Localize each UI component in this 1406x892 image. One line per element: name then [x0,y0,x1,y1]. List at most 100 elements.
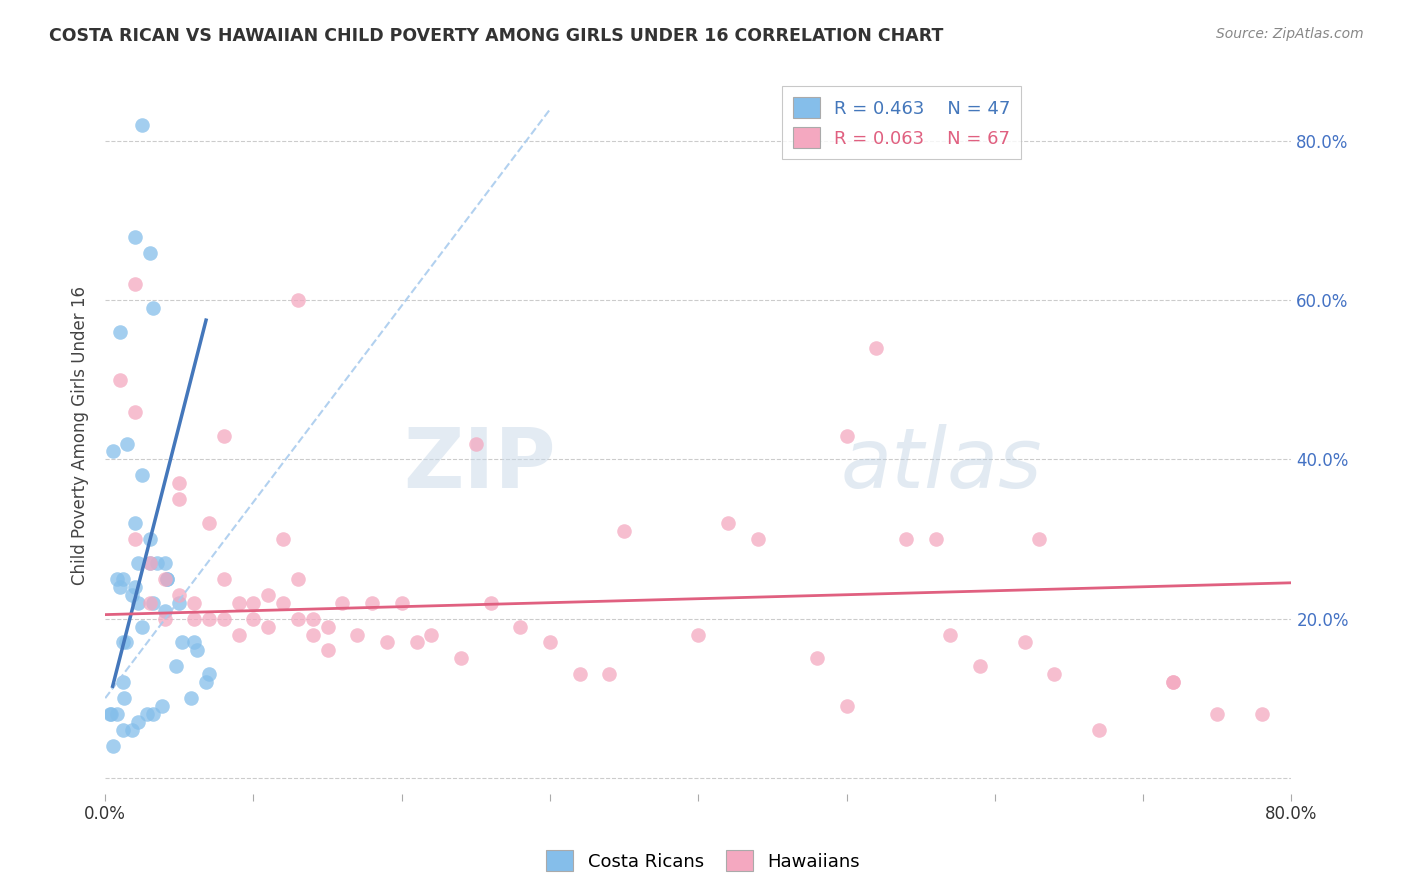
Point [124,516,146,530]
Point [142,596,165,610]
Point [939,627,962,641]
Point [105,707,128,722]
Point [613,524,636,538]
Point [301,611,323,625]
Point [183,635,205,649]
Point [212,428,235,442]
Point [301,627,323,641]
Point [114,691,136,706]
Point [183,596,205,610]
Point [198,516,221,530]
Point [153,611,176,625]
Point [135,707,157,722]
Point [598,667,620,681]
Point [198,611,221,625]
Point [420,627,443,641]
Point [924,532,946,546]
Point [153,604,176,618]
Point [228,627,250,641]
Point [111,572,134,586]
Text: ZIP: ZIP [404,424,555,505]
Point [183,611,205,625]
Point [835,699,858,714]
Point [117,436,139,450]
Point [479,596,502,610]
Point [835,428,858,442]
Point [131,118,153,132]
Point [969,659,991,673]
Point [124,580,146,594]
Point [165,659,187,673]
Point [153,556,176,570]
Point [688,627,710,641]
Point [121,723,143,737]
Point [450,651,472,665]
Point [257,619,280,633]
Point [124,532,146,546]
Point [108,580,131,594]
Point [138,556,160,570]
Point [108,325,131,339]
Point [142,707,165,722]
Point [316,619,339,633]
Point [150,699,173,714]
Point [115,635,138,649]
Point [287,611,309,625]
Point [124,277,146,292]
Point [131,619,153,633]
Point [111,723,134,737]
Point [361,596,384,610]
Point [127,556,149,570]
Point [131,468,153,483]
Point [1206,707,1229,722]
Point [212,611,235,625]
Point [172,635,194,649]
Point [195,675,218,690]
Point [111,635,134,649]
Point [242,596,264,610]
Point [169,492,191,507]
Point [346,627,368,641]
Point [1087,723,1109,737]
Point [105,572,128,586]
Point [127,714,149,729]
Point [127,596,149,610]
Point [124,405,146,419]
Point [257,588,280,602]
Text: COSTA RICAN VS HAWAIIAN CHILD POVERTY AMONG GIRLS UNDER 16 CORRELATION CHART: COSTA RICAN VS HAWAIIAN CHILD POVERTY AM… [49,27,943,45]
Point [169,596,191,610]
Point [198,667,221,681]
Point [287,293,309,308]
Point [242,611,264,625]
Point [391,596,413,610]
Legend: Costa Ricans, Hawaiians: Costa Ricans, Hawaiians [538,843,868,879]
Point [865,341,887,355]
Point [1014,635,1036,649]
Point [538,635,561,649]
Point [747,532,769,546]
Point [100,707,122,722]
Point [111,675,134,690]
Point [101,444,124,458]
Point [375,635,398,649]
Point [1161,675,1184,690]
Point [717,516,740,530]
Point [138,596,160,610]
Point [142,301,165,316]
Point [1250,707,1272,722]
Point [1043,667,1066,681]
Point [405,635,427,649]
Legend: R = 0.463    N = 47, R = 0.063    N = 67: R = 0.463 N = 47, R = 0.063 N = 67 [782,87,1021,159]
Point [138,532,160,546]
Point [271,532,294,546]
Point [332,596,354,610]
Point [98,707,121,722]
Point [156,572,179,586]
Point [153,572,176,586]
Point [156,572,179,586]
Point [138,245,160,260]
Point [228,596,250,610]
Text: atlas: atlas [841,424,1042,505]
Point [121,588,143,602]
Point [271,596,294,610]
